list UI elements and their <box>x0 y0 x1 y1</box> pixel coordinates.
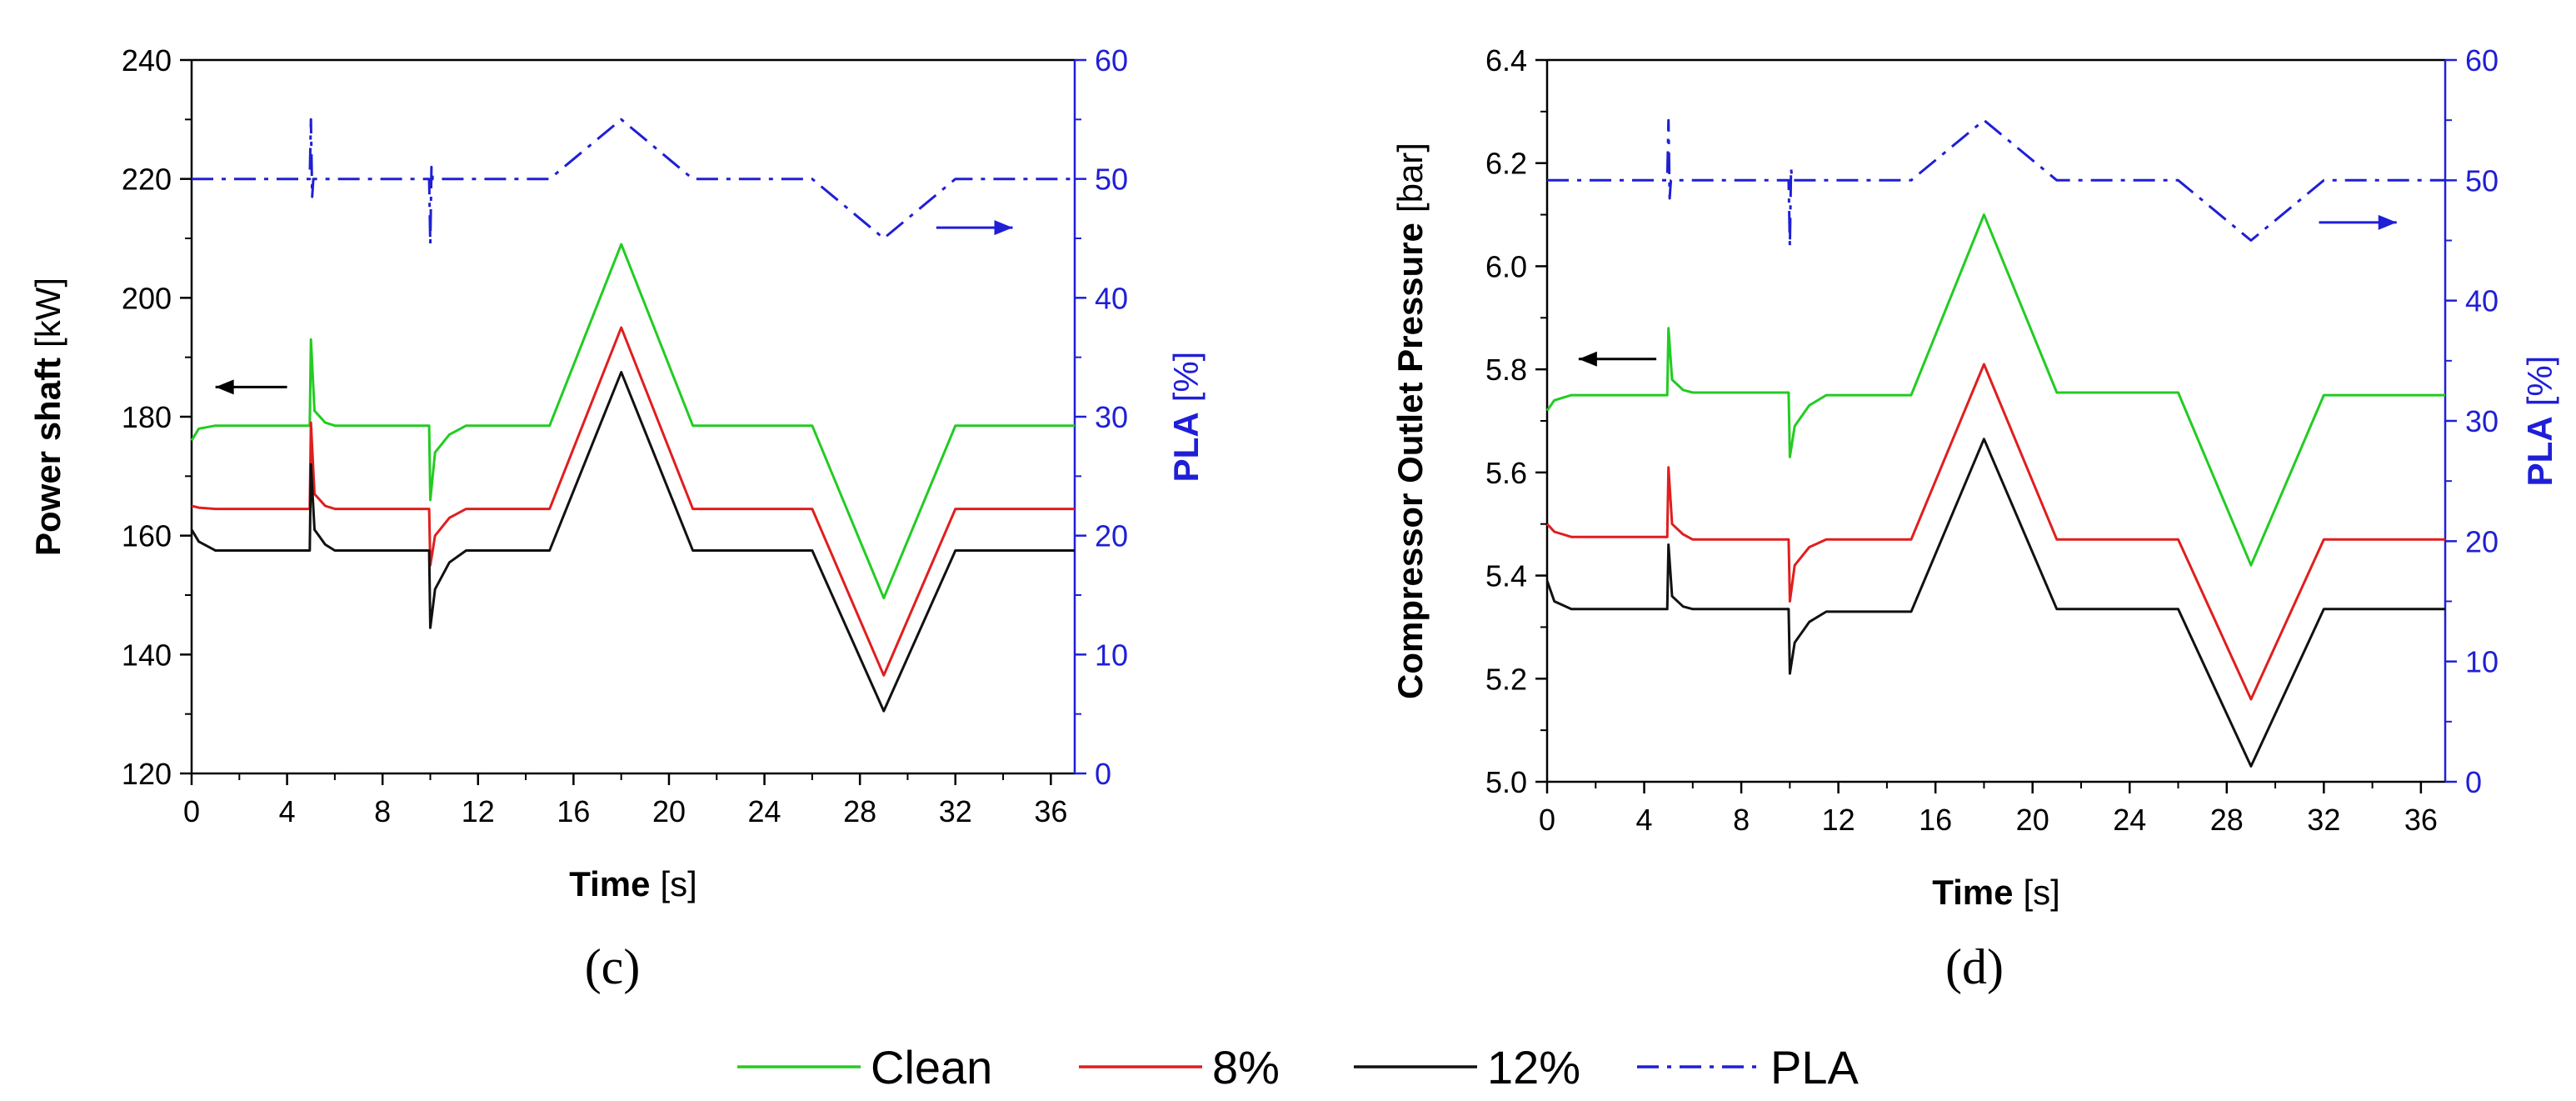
y2-tick-label: 30 <box>2465 404 2499 438</box>
y-tick-label: 6.2 <box>1485 147 1527 181</box>
legend-label: PLA <box>1770 1041 1859 1093</box>
x-tick-label: 8 <box>374 794 391 828</box>
y2-tick-label: 40 <box>2465 284 2499 318</box>
y2-axis-title-bold: PLA <box>1166 412 1206 482</box>
x-tick-label: 0 <box>183 794 200 828</box>
x-axis-title-unit: [s] <box>2023 873 2059 912</box>
y2-tick-label: 10 <box>1095 638 1128 672</box>
y-tick-label: 6.0 <box>1485 249 1527 283</box>
x-tick-label: 32 <box>939 794 972 828</box>
y-tick-label: 5.4 <box>1485 559 1527 593</box>
x-axis-title-bold: Time <box>1932 873 2013 912</box>
x-tick-label: 24 <box>748 794 781 828</box>
x-tick-label: 28 <box>2210 803 2244 837</box>
x-tick-label: 20 <box>652 794 686 828</box>
y2-tick-label: 50 <box>2465 163 2499 198</box>
y2-tick-label: 10 <box>2465 645 2499 679</box>
y-axis-title-bold: Compressor Outlet Pressure <box>1390 223 1430 699</box>
x-tick-label: 16 <box>1919 803 1952 837</box>
y-tick-label: 5.8 <box>1485 353 1527 387</box>
y-tick-label: 180 <box>122 400 172 434</box>
legend-label: 8% <box>1212 1041 1280 1093</box>
x-axis-title-bold: Time <box>569 864 650 903</box>
series-line-8pct <box>1545 363 2445 701</box>
y2-tick-label: 20 <box>2465 524 2499 558</box>
y2-tick-label: 20 <box>1095 519 1128 553</box>
x-tick-label: 12 <box>1822 803 1855 837</box>
y-tick-label: 5.6 <box>1485 456 1527 490</box>
y2-tick-label: 60 <box>2465 43 2499 78</box>
series-line-12pct <box>190 371 1075 713</box>
arrow-right-head <box>2378 214 2397 230</box>
y-axis-title-unit: [bar] <box>1390 143 1430 213</box>
x-tick-label: 20 <box>2016 803 2049 837</box>
y-tick-label: 120 <box>122 757 172 791</box>
x-tick-label: 24 <box>2113 803 2146 837</box>
y2-tick-label: 30 <box>1095 400 1128 434</box>
y-tick-label: 160 <box>122 519 172 553</box>
x-tick-label: 0 <box>1539 803 1555 837</box>
x-tick-label: 4 <box>279 794 296 828</box>
y-tick-label: 5.0 <box>1485 765 1527 799</box>
series-line-12pct <box>1545 438 2445 768</box>
y2-tick-label: 50 <box>1095 163 1128 197</box>
x-tick-label: 36 <box>1034 794 1067 828</box>
y2-axis-title: PLA [%] <box>2520 356 2559 487</box>
chart-panel-c: 0 4 8 12 16 20 24 28 32 36 120 140 160 180 200 220 240 0 1… <box>28 43 1206 994</box>
legend-label: Clean <box>871 1041 992 1093</box>
y-tick-label: 5.2 <box>1485 662 1527 696</box>
x-tick-label: 12 <box>462 794 495 828</box>
y2-axis-title-unit: [%] <box>1166 352 1206 403</box>
x-tick-label: 16 <box>557 794 590 828</box>
y-tick-label: 220 <box>122 163 172 197</box>
legend-label: 12% <box>1487 1041 1580 1093</box>
y2-axis-title-bold: PLA <box>2520 416 2559 486</box>
y2-tick-label: 0 <box>2465 765 2482 799</box>
x-tick-label: 28 <box>843 794 876 828</box>
chart-panel-d: 0 4 8 12 16 20 24 28 32 36 5.0 5.2 5.4 5.6 5.8 6.0 6.2 6.… <box>1390 43 2559 994</box>
x-axis-title: Time [s] <box>569 864 697 903</box>
x-tick-label: 8 <box>1733 803 1750 837</box>
series-line-pla <box>1547 118 2445 248</box>
series-line-clean <box>190 243 1075 600</box>
legend: Clean 8% 12% PLA <box>737 1041 1859 1093</box>
arrow-left-head <box>215 379 234 395</box>
x-axis-title: Time [s] <box>1932 873 2060 912</box>
series-line-clean <box>1545 213 2445 567</box>
y-axis-title: Power shaft [kW] <box>28 278 67 556</box>
y2-tick-label: 0 <box>1095 757 1111 791</box>
panel-label: (c) <box>585 939 641 994</box>
y-axis-title-unit: [kW] <box>28 278 67 348</box>
x-axis-title-unit: [s] <box>660 864 696 903</box>
y2-axis-title: PLA [%] <box>1166 352 1206 483</box>
panel-label: (d) <box>1945 939 2004 994</box>
x-tick-label: 36 <box>2404 803 2438 837</box>
x-tick-label: 32 <box>2307 803 2340 837</box>
y-tick-label: 200 <box>122 281 172 315</box>
y2-axis-title-unit: [%] <box>2520 356 2559 407</box>
y2-tick-label: 60 <box>1095 43 1128 78</box>
y-tick-label: 240 <box>122 43 172 78</box>
x-tick-label: 4 <box>1636 803 1653 837</box>
y-tick-label: 6.4 <box>1485 43 1527 78</box>
y-axis-title: Compressor Outlet Pressure [bar] <box>1390 143 1430 699</box>
series-line-8pct <box>191 326 1075 677</box>
y-tick-label: 140 <box>122 638 172 672</box>
series-line-pla <box>192 118 1075 246</box>
arrow-right-head <box>994 220 1013 236</box>
y2-tick-label: 40 <box>1095 281 1128 315</box>
y-axis-title-bold: Power shaft <box>28 358 67 556</box>
arrow-left-head <box>1578 351 1597 367</box>
